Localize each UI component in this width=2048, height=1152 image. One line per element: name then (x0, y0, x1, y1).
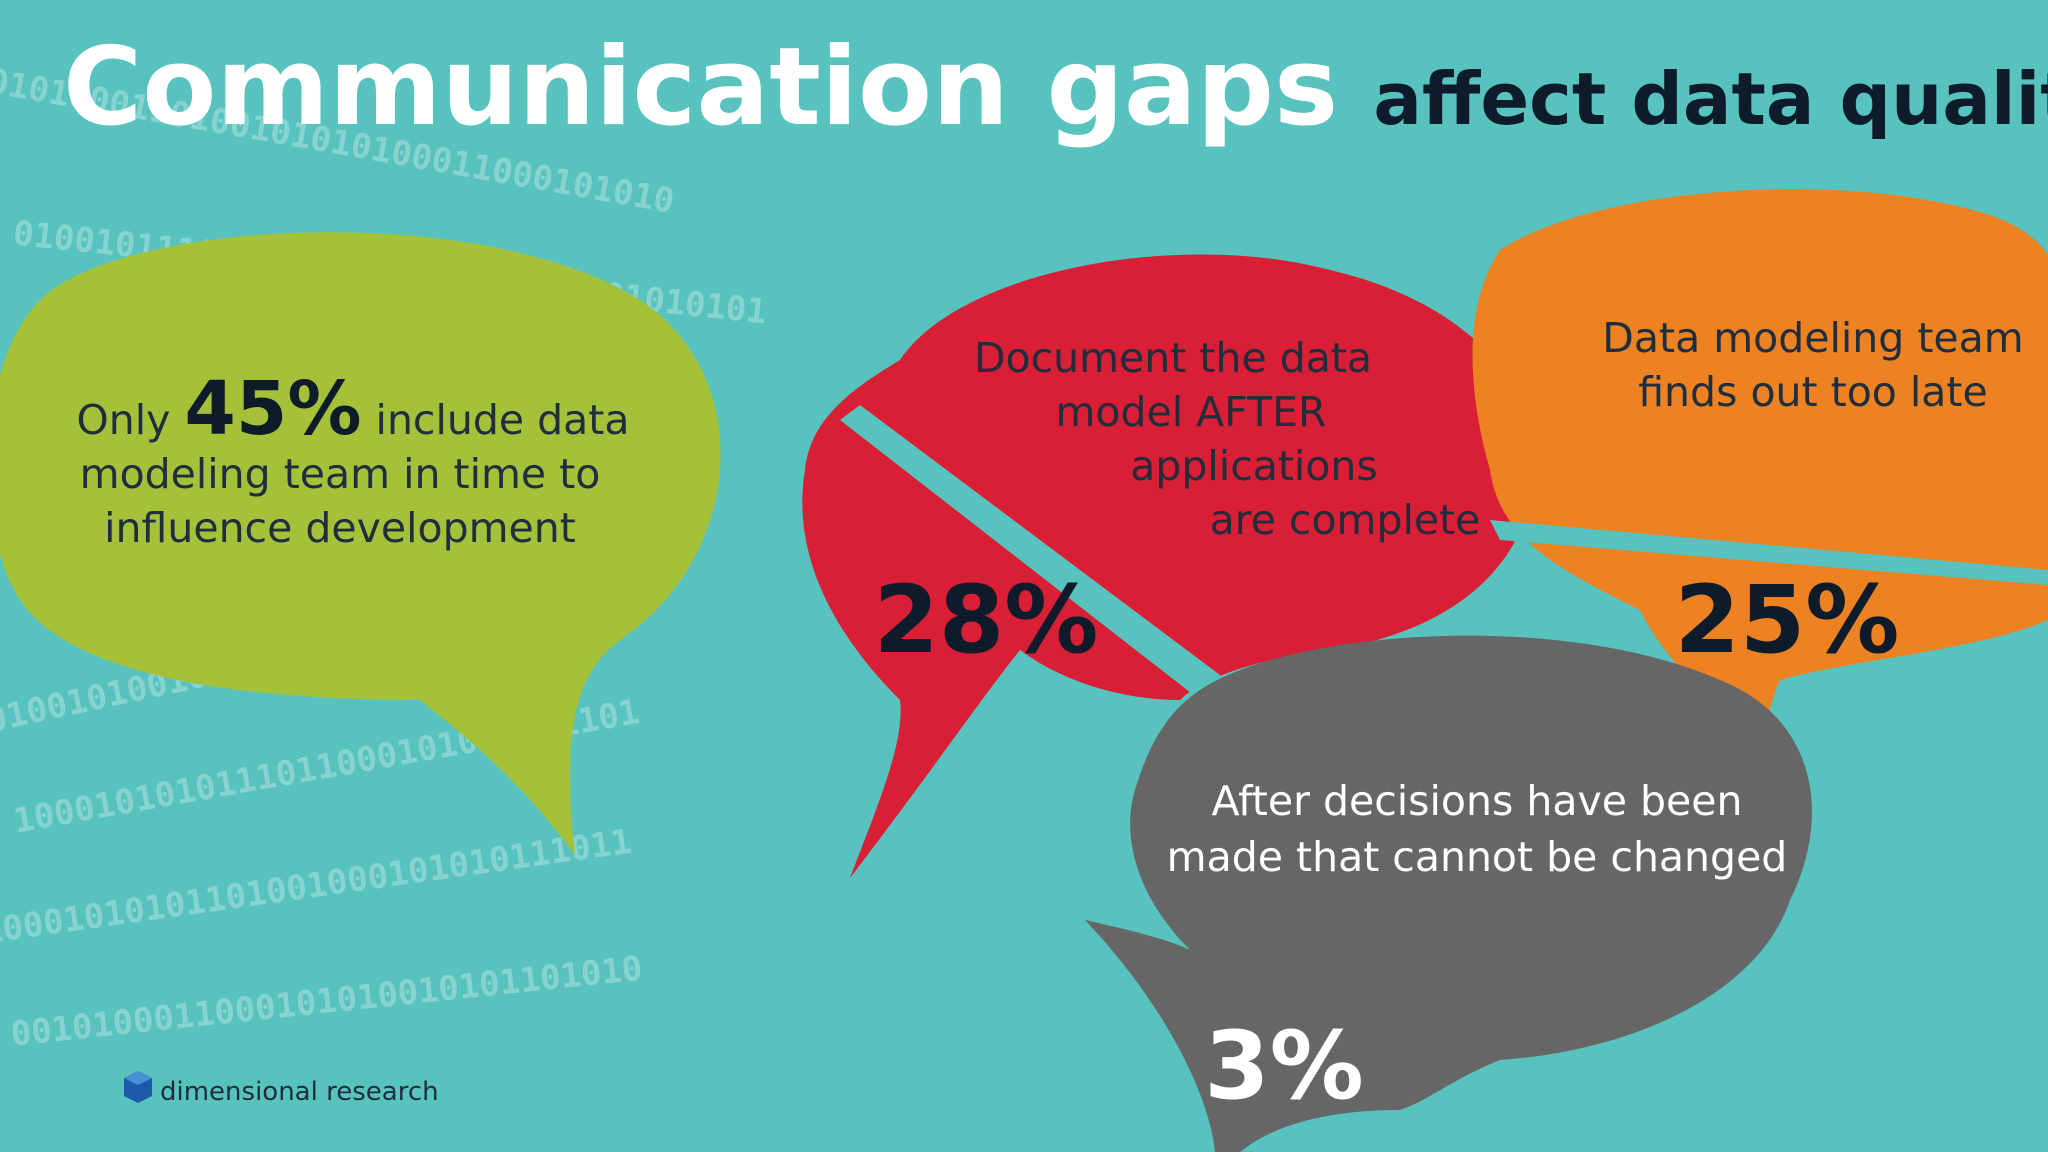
orange-bubble (1472, 189, 2048, 730)
bubble-line: are complete (1210, 496, 1481, 544)
logo-text: dimensional research (160, 1077, 439, 1107)
title: Communication gaps affect data quality (63, 25, 2048, 150)
bubble-line: Document the data (974, 334, 1372, 382)
bubble-line: influence development (104, 504, 576, 552)
bubble-text: Only 45% include data modeling team in time… (77, 366, 630, 552)
red-bubble (802, 254, 1536, 878)
orange-bubble-split (1490, 520, 2048, 585)
bubble-value: 3% (1204, 1012, 1364, 1121)
bubble-line: modeling team in time to (80, 450, 601, 498)
bubble-line: Data modeling team (1602, 314, 2023, 362)
title-bold: Communication gaps (63, 25, 1338, 150)
bubble-line: applications (1130, 442, 1378, 490)
gray-bubble (1085, 635, 1812, 1152)
bubble-value: 28% (874, 566, 1099, 675)
bubble-line: After decisions have been (1212, 777, 1743, 825)
bubble-prefix: Only (77, 396, 171, 444)
green-bubble (0, 232, 721, 855)
bubble-value: 25% (1675, 566, 1900, 675)
red-bubble-split (840, 405, 1240, 700)
bubble-value: 45% (184, 366, 361, 452)
logo-cube-top (124, 1071, 152, 1085)
bubble-line: made that cannot be changed (1167, 833, 1788, 881)
logo: dimensional research (124, 1071, 439, 1107)
title-rest: affect data quality (1373, 57, 2048, 141)
bubble-line: include data (376, 396, 630, 444)
bubble-line: finds out too late (1638, 368, 1988, 416)
bubble-line: model AFTER (1055, 388, 1326, 436)
